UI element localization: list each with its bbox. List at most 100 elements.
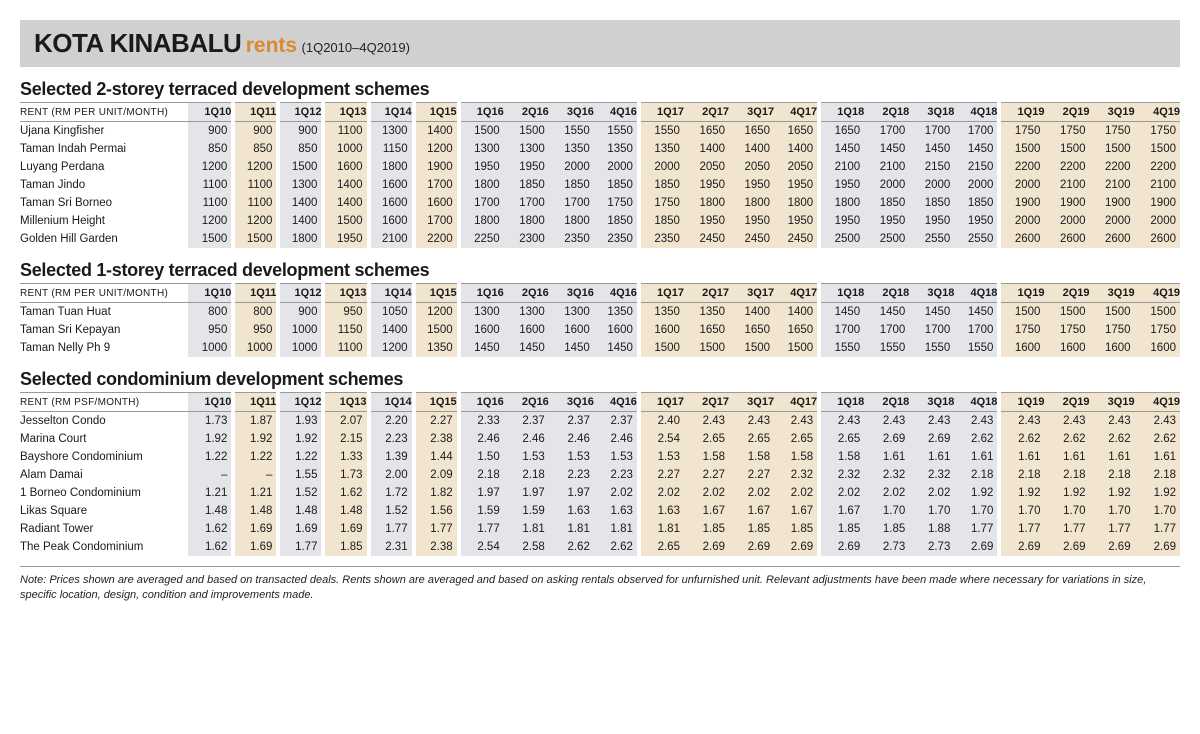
value-cell: 1850 — [864, 194, 909, 212]
value-cell: 2.65 — [729, 430, 774, 448]
row-name: Ujana Kingfisher — [20, 122, 188, 141]
value-cell: 1700 — [504, 194, 549, 212]
value-cell: 2600 — [999, 230, 1044, 248]
value-cell: 2150 — [954, 158, 999, 176]
value-cell: 1200 — [369, 339, 414, 357]
period-header: 1Q10 — [188, 103, 233, 122]
value-cell: 1.97 — [549, 484, 594, 502]
value-cell: 1.63 — [549, 502, 594, 520]
value-cell: 2.43 — [774, 412, 819, 431]
value-cell: 1.59 — [459, 502, 504, 520]
value-cell: 1.48 — [278, 502, 323, 520]
value-cell: 2.32 — [909, 466, 954, 484]
row-name: Taman Jindo — [20, 176, 188, 194]
value-cell: 1450 — [909, 303, 954, 322]
value-cell: 2.27 — [639, 466, 684, 484]
value-cell: 1.22 — [233, 448, 278, 466]
period-header: 4Q17 — [774, 393, 819, 412]
value-cell: 2.18 — [459, 466, 504, 484]
table-row: Bayshore Condominium1.221.221.221.331.39… — [20, 448, 1180, 466]
row-name: 1 Borneo Condominium — [20, 484, 188, 502]
value-cell: 1.92 — [999, 484, 1044, 502]
value-cell: 1.70 — [1044, 502, 1089, 520]
unit-label: RENT (RM PER UNIT/MONTH) — [20, 103, 188, 122]
period-header: 4Q16 — [594, 284, 639, 303]
value-cell: 1700 — [954, 122, 999, 141]
value-cell: 1400 — [729, 140, 774, 158]
period-header: 1Q16 — [459, 393, 504, 412]
value-cell: 1700 — [909, 321, 954, 339]
value-cell: 1350 — [594, 140, 639, 158]
value-cell: 1.50 — [459, 448, 504, 466]
value-cell: 1950 — [909, 212, 954, 230]
value-cell: 1.61 — [1090, 448, 1135, 466]
value-cell: 1100 — [188, 176, 233, 194]
row-name: Taman Sri Borneo — [20, 194, 188, 212]
value-cell: 1.69 — [233, 520, 278, 538]
value-cell: 1500 — [729, 339, 774, 357]
value-cell: 1.33 — [323, 448, 368, 466]
row-name: Taman Sri Kepayan — [20, 321, 188, 339]
value-cell: 1000 — [233, 339, 278, 357]
value-cell: 1.58 — [819, 448, 864, 466]
period-header: 2Q19 — [1044, 393, 1089, 412]
value-cell: 1300 — [369, 122, 414, 141]
value-cell: 2250 — [459, 230, 504, 248]
value-cell: 1850 — [504, 176, 549, 194]
value-cell: 1350 — [639, 303, 684, 322]
value-cell: 1400 — [414, 122, 459, 141]
value-cell: 1.92 — [1135, 484, 1180, 502]
period-header: 2Q19 — [1044, 284, 1089, 303]
value-cell: 2.02 — [639, 484, 684, 502]
value-cell: 2200 — [1135, 158, 1180, 176]
value-cell: 1.63 — [639, 502, 684, 520]
value-cell: 1200 — [414, 140, 459, 158]
value-cell: 1.61 — [1135, 448, 1180, 466]
value-cell: 1950 — [504, 158, 549, 176]
value-cell: 2.46 — [504, 430, 549, 448]
value-cell: 1.48 — [188, 502, 233, 520]
value-cell: 1.97 — [504, 484, 549, 502]
value-cell: 1700 — [864, 321, 909, 339]
row-name: Radiant Tower — [20, 520, 188, 538]
value-cell: 1400 — [774, 140, 819, 158]
value-cell: 1600 — [1044, 339, 1089, 357]
value-cell: 2000 — [999, 176, 1044, 194]
value-cell: 1.69 — [278, 520, 323, 538]
period-header: 3Q19 — [1090, 393, 1135, 412]
value-cell: 1700 — [954, 321, 999, 339]
period-header: 4Q16 — [594, 393, 639, 412]
table-row: Millenium Height120012001400150016001700… — [20, 212, 1180, 230]
period-header: 1Q17 — [639, 393, 684, 412]
value-cell: 1800 — [729, 194, 774, 212]
value-cell: 2000 — [1090, 212, 1135, 230]
value-cell: 1000 — [188, 339, 233, 357]
value-cell: 2.69 — [909, 430, 954, 448]
value-cell: 2.00 — [369, 466, 414, 484]
value-cell: 1950 — [774, 212, 819, 230]
value-cell: 1500 — [323, 212, 368, 230]
value-cell: 1800 — [549, 212, 594, 230]
value-cell: 1.85 — [864, 520, 909, 538]
value-cell: 900 — [233, 122, 278, 141]
table-row: Jesselton Condo1.731.871.932.072.202.272… — [20, 412, 1180, 431]
value-cell: 2.37 — [504, 412, 549, 431]
value-cell: 1500 — [278, 158, 323, 176]
period-header: 2Q16 — [504, 284, 549, 303]
value-cell: 1950 — [819, 176, 864, 194]
value-cell: 1500 — [1135, 303, 1180, 322]
value-cell: 1300 — [459, 140, 504, 158]
value-cell: 850 — [188, 140, 233, 158]
value-cell: 2.62 — [549, 538, 594, 556]
value-cell: 1.70 — [864, 502, 909, 520]
value-cell: 2.69 — [819, 538, 864, 556]
value-cell: 1600 — [369, 176, 414, 194]
table-row: The Peak Condominium1.621.691.771.852.31… — [20, 538, 1180, 556]
period-header: 1Q17 — [639, 284, 684, 303]
value-cell: 1550 — [954, 339, 999, 357]
value-cell: 2100 — [1135, 176, 1180, 194]
period-header: 1Q18 — [819, 103, 864, 122]
value-cell: 2.62 — [1135, 430, 1180, 448]
value-cell: 2100 — [1090, 176, 1135, 194]
value-cell: 1600 — [369, 212, 414, 230]
